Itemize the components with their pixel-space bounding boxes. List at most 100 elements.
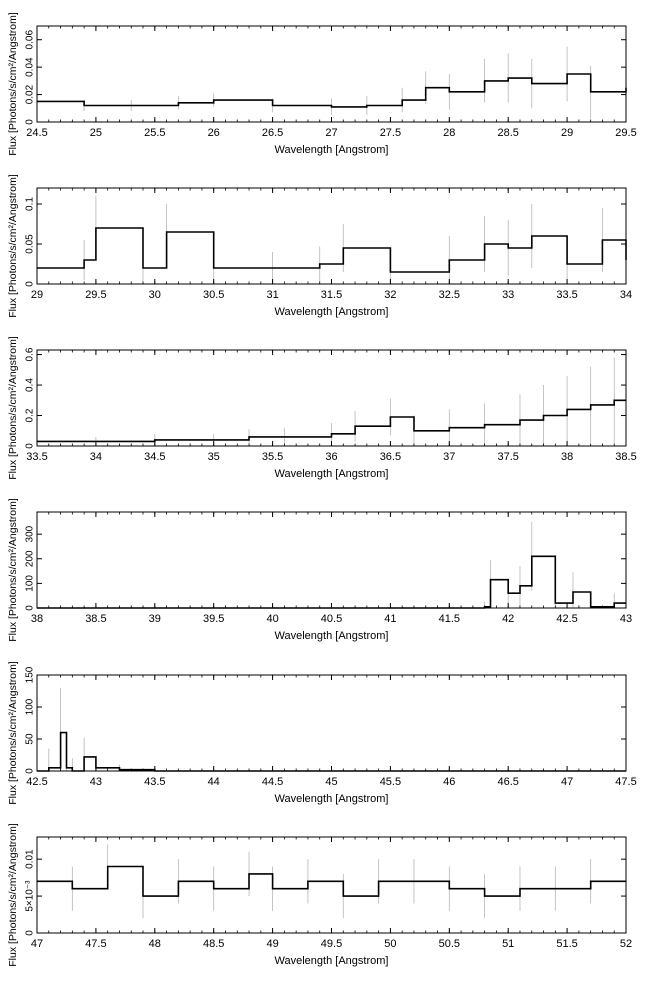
y-axis-label: Flux [Photons/s/cm²/Angstrom] [7, 823, 19, 967]
x-tick-label: 38 [561, 451, 573, 463]
y-tick-label: 0.6 [25, 347, 36, 361]
x-tick-label: 38.5 [615, 451, 636, 463]
x-tick-label: 25 [90, 127, 102, 139]
x-tick-label: 35.5 [262, 451, 283, 463]
x-tick-label: 48 [149, 938, 161, 950]
x-tick-label: 47.5 [615, 776, 636, 788]
plot-frame [36, 674, 627, 772]
panel-6: 47 47.5 48 48.5 49 49.5 50 50.5 51 51.5 52 0 5×10⁻³ 0… [7, 823, 632, 967]
x-tick-label: 32 [384, 289, 396, 301]
spectrum-step-line [37, 555, 626, 609]
spectrum-step-line [37, 399, 626, 443]
x-tick-label: 42.5 [26, 776, 47, 788]
x-tick-label: 27 [325, 127, 337, 139]
x-axis-label: Wavelength [Angstrom] [275, 306, 389, 318]
x-tick-label: 39 [149, 613, 161, 625]
spectrum-step-line [37, 865, 626, 897]
spectrum-step-line [37, 227, 627, 273]
x-axis-label: Wavelength [Angstrom] [275, 630, 389, 642]
x-tick-label: 38 [31, 613, 43, 625]
y-tick-label: 0.2 [25, 408, 36, 422]
x-tick-label: 46 [443, 776, 455, 788]
y-tick-label: 0.01 [25, 849, 36, 869]
x-tick-label: 24.5 [26, 127, 47, 139]
x-tick-label: 34.5 [144, 451, 165, 463]
x-tick-label: 26 [208, 127, 220, 139]
panel-4: 38 38.5 39 39.5 40 40.5 41 41.5 42 42.5 43 0 100 200 3… [7, 498, 632, 642]
x-tick-label: 45.5 [380, 776, 401, 788]
spectrum-step-line [37, 731, 626, 772]
x-tick-label: 29.5 [615, 127, 636, 139]
y-tick-label: 0.06 [25, 30, 36, 50]
y-axis-label: Flux [Photons/s/cm²/Angstrom] [7, 661, 19, 805]
x-axis-label: Wavelength [Angstrom] [275, 144, 389, 156]
x-tick-label: 33.5 [26, 451, 47, 463]
y-tick-label: 300 [25, 525, 36, 542]
x-axis-label: Wavelength [Angstrom] [275, 468, 389, 480]
x-axis-label: Wavelength [Angstrom] [275, 955, 389, 967]
y-tick-label: 0 [25, 119, 36, 125]
x-tick-label: 30.5 [203, 289, 224, 301]
spectrum-step-line [37, 73, 627, 108]
x-tick-label: 27.5 [380, 127, 401, 139]
x-tick-label: 36 [325, 451, 337, 463]
x-tick-label: 38.5 [85, 613, 106, 625]
y-tick-label: 0 [25, 443, 36, 449]
x-tick-label: 37 [443, 451, 455, 463]
x-tick-label: 43 [90, 776, 102, 788]
x-tick-label: 45 [325, 776, 337, 788]
x-tick-label: 47.5 [85, 938, 106, 950]
y-tick-label: 0 [25, 605, 36, 611]
x-tick-label: 25.5 [144, 127, 165, 139]
x-tick-label: 28 [443, 127, 455, 139]
x-tick-label: 47 [561, 776, 573, 788]
x-tick-label: 29 [31, 289, 43, 301]
panel-5: 42.5 43 43.5 44 44.5 45 45.5 46 46.5 47 47.5 0 50 100… [7, 661, 637, 805]
x-tick-label: 31.5 [321, 289, 342, 301]
x-tick-label: 29 [561, 127, 573, 139]
x-tick-label: 46.5 [497, 776, 518, 788]
x-tick-label: 34 [620, 289, 632, 301]
y-tick-label: 0.04 [25, 57, 36, 77]
y-tick-label: 0.02 [25, 84, 36, 104]
x-tick-label: 40 [266, 613, 278, 625]
x-tick-label: 49.5 [321, 938, 342, 950]
y-tick-label: 150 [25, 666, 36, 683]
x-tick-label: 42 [502, 613, 514, 625]
plot-frame [36, 836, 627, 934]
y-tick-label: 0 [25, 281, 36, 287]
y-tick-label: 0.05 [25, 234, 36, 254]
x-tick-label: 33 [502, 289, 514, 301]
x-tick-label: 50 [384, 938, 396, 950]
y-tick-label: 5×10⁻³ [25, 880, 36, 912]
x-tick-label: 28.5 [497, 127, 518, 139]
x-tick-label: 37.5 [497, 451, 518, 463]
x-tick-label: 43.5 [144, 776, 165, 788]
plot-frame [36, 511, 627, 609]
x-tick-label: 36.5 [380, 451, 401, 463]
y-tick-label: 50 [25, 733, 36, 745]
panel-2: 29 29.5 30 30.5 31 31.5 32 32.5 33 33.5 34 0 0.05 0.1… [7, 174, 632, 318]
x-tick-label: 30 [149, 289, 161, 301]
y-tick-label: 0.1 [25, 197, 36, 211]
y-axis-label: Flux [Photons/s/cm²/Angstrom] [7, 174, 19, 318]
x-tick-label: 44 [208, 776, 220, 788]
x-tick-label: 52 [620, 938, 632, 950]
y-tick-label: 0 [25, 930, 36, 936]
y-tick-label: 200 [25, 550, 36, 567]
x-tick-label: 39.5 [203, 613, 224, 625]
panel-3: 33.5 34 34.5 35 35.5 36 36.5 37 37.5 38 38.5 0 0.2 0.… [7, 336, 637, 480]
x-tick-label: 51 [502, 938, 514, 950]
x-tick-label: 41 [384, 613, 396, 625]
x-tick-label: 43 [620, 613, 632, 625]
x-tick-label: 41.5 [439, 613, 460, 625]
x-tick-label: 47 [31, 938, 43, 950]
x-tick-label: 48.5 [203, 938, 224, 950]
x-tick-label: 33.5 [556, 289, 577, 301]
x-axis-label: Wavelength [Angstrom] [275, 793, 389, 805]
x-tick-label: 32.5 [439, 289, 460, 301]
x-tick-label: 51.5 [556, 938, 577, 950]
x-tick-label: 26.5 [262, 127, 283, 139]
y-tick-label: 0.4 [25, 378, 36, 392]
